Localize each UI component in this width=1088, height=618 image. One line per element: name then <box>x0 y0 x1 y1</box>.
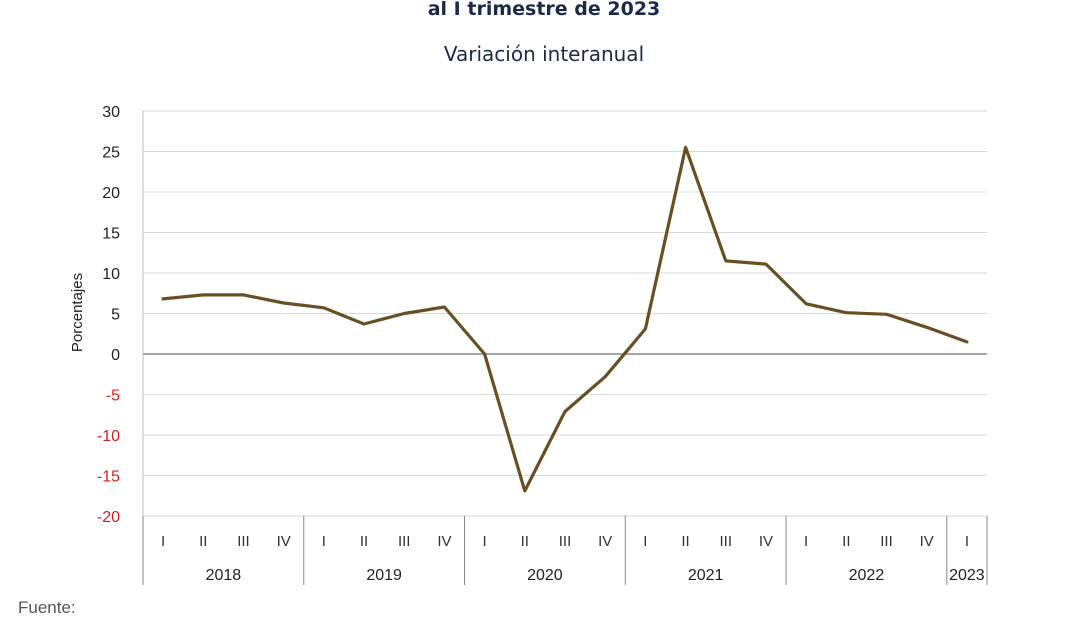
quarter-tick-label: III <box>559 533 572 550</box>
quarter-tick-label: IV <box>277 533 291 550</box>
y-tick-label: 10 <box>102 266 120 283</box>
y-tick-label: 25 <box>102 145 120 162</box>
quarter-tick-label: I <box>483 533 487 550</box>
y-tick-label: -5 <box>106 388 120 405</box>
quarter-tick-label: I <box>322 533 326 550</box>
series-line <box>161 145 969 493</box>
quarter-tick-label: III <box>237 533 250 550</box>
y-tick-label: -10 <box>97 428 120 445</box>
y-tick-label: -15 <box>97 469 120 486</box>
quarter-tick-label: II <box>199 533 207 550</box>
quarter-tick-label: I <box>965 533 969 550</box>
year-tick-label: 2019 <box>366 567 402 584</box>
y-tick-label: 20 <box>102 185 120 202</box>
y-tick-label: 30 <box>102 104 120 121</box>
chart-subtitle: Variación interanual <box>443 42 645 66</box>
y-axis-label: Porcentajes <box>69 273 86 352</box>
year-tick-label: 2018 <box>206 567 242 584</box>
quarter-tick-label: III <box>398 533 411 550</box>
y-tick-label: -20 <box>97 509 120 526</box>
quarter-tick-label: IV <box>920 533 934 550</box>
quarter-tick-label: I <box>643 533 647 550</box>
quarter-tick-label: II <box>681 533 689 550</box>
quarter-tick-label: IV <box>598 533 612 550</box>
y-tick-label: 15 <box>102 226 120 243</box>
quarter-tick-label: III <box>720 533 733 550</box>
year-tick-label: 2023 <box>949 567 985 584</box>
quarter-tick-label: III <box>880 533 893 550</box>
quarter-tick-label: I <box>804 533 808 550</box>
source-note: Fuente: <box>18 598 76 617</box>
quarter-tick-label: II <box>521 533 529 550</box>
quarter-tick-label: IV <box>759 533 773 550</box>
quarter-tick-label: IV <box>437 533 451 550</box>
year-tick-label: 2022 <box>849 567 885 584</box>
year-tick-label: 2021 <box>688 567 724 584</box>
quarter-tick-label: II <box>842 533 850 550</box>
y-tick-label: 5 <box>111 307 120 324</box>
year-tick-label: 2020 <box>527 567 563 584</box>
y-tick-label: 0 <box>111 347 120 364</box>
quarter-tick-label: II <box>360 533 368 550</box>
quarter-tick-label: I <box>161 533 165 550</box>
chart-title: al I trimestre de 2023 <box>427 0 661 20</box>
